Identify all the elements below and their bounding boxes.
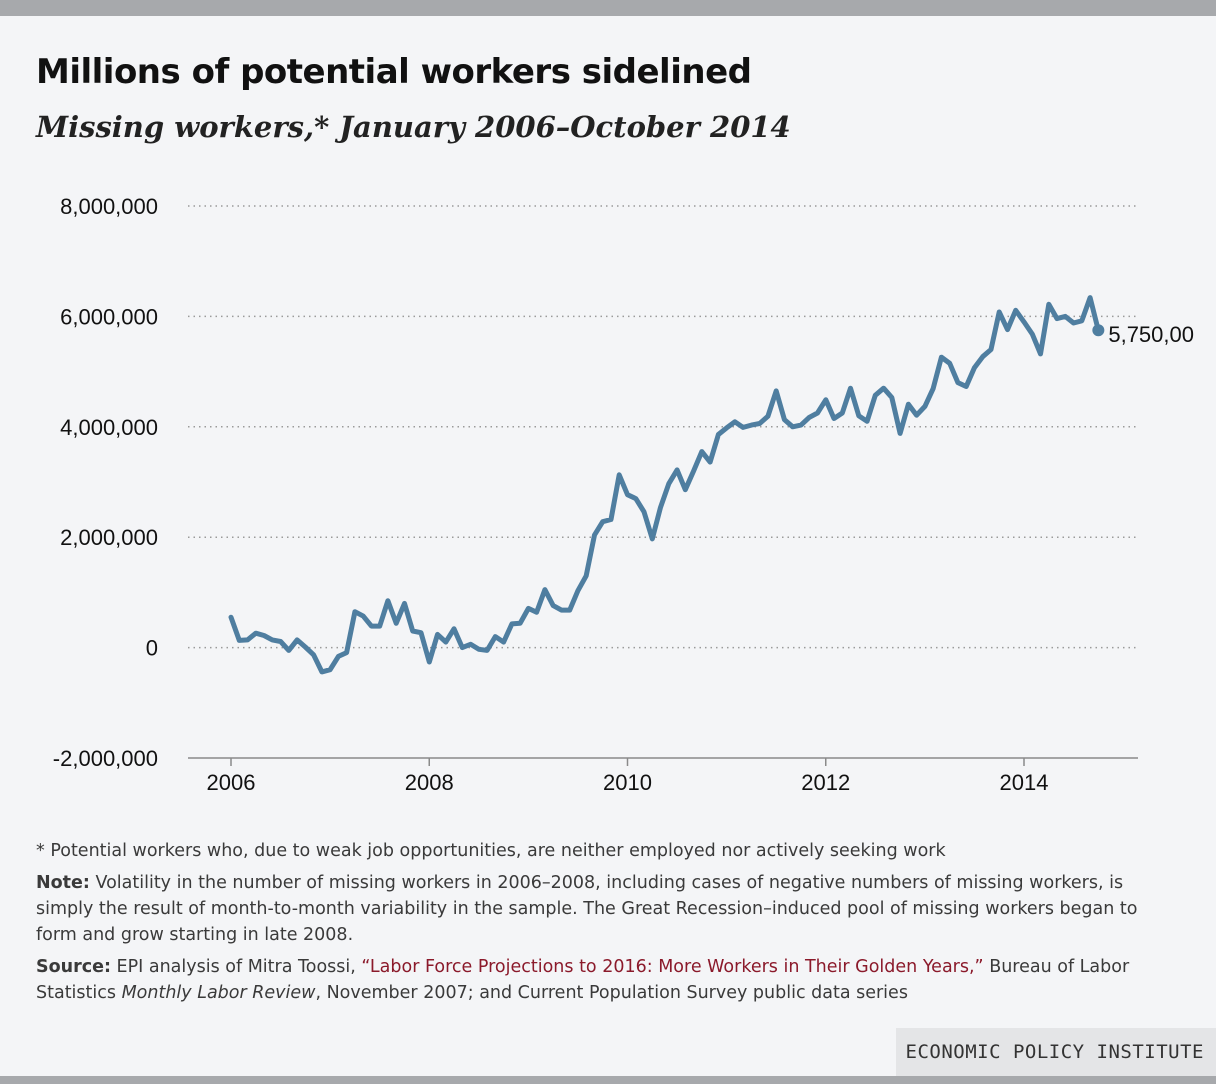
x-tick-label: 2008	[405, 770, 454, 795]
note-paragraph: Note: Volatility in the number of missin…	[36, 870, 1176, 948]
end-value-label: 5,750,00	[1108, 322, 1194, 347]
chart-title: Millions of potential workers sidelined	[36, 52, 752, 92]
chart-notes: * Potential workers who, due to weak job…	[36, 838, 1176, 1012]
source-mid: Bureau of Labor Statistics	[36, 957, 1130, 1003]
series-end-point	[1092, 324, 1105, 337]
note-text: Volatility in the number of missing work…	[36, 873, 1138, 945]
source-link[interactable]: “Labor Force Projections to 2016: More W…	[361, 957, 984, 977]
y-axis-ticks: -2,000,000 0 2,000,000 4,000,000 6,000,000 8,…	[53, 194, 158, 771]
source-lead: Source:	[36, 957, 111, 977]
series-group: 5,750,00	[228, 295, 1194, 675]
x-tick-label: 2014	[1000, 770, 1049, 795]
x-tick-label: 2012	[801, 770, 850, 795]
source-journal: Monthly Labor Review	[121, 983, 316, 1003]
gridlines	[188, 205, 1138, 649]
x-axis: 2006 2008 2010 2012 2014	[188, 757, 1138, 795]
line-chart: -2,000,000 0 2,000,000 4,000,000 6,000,000 8,…	[53, 194, 1194, 795]
y-tick-label: 2,000,000	[60, 525, 158, 550]
y-tick-label: -2,000,000	[53, 746, 158, 771]
brand-logo: ECONOMIC POLICY INSTITUTE	[896, 1028, 1216, 1076]
source-post: , November 2007; and Current Population …	[315, 983, 908, 1003]
y-tick-label: 4,000,000	[60, 415, 158, 440]
chart-subtitle: Missing workers,* January 2006–October 2…	[36, 110, 791, 144]
y-tick-label: 6,000,000	[60, 304, 158, 329]
y-tick-label: 8,000,000	[60, 194, 158, 219]
top-border-bar	[0, 0, 1216, 16]
series-line	[228, 295, 1101, 675]
source-pre: EPI analysis of Mitra Toossi,	[110, 957, 362, 977]
x-tick-label: 2010	[603, 770, 652, 795]
x-tick-label: 2006	[207, 770, 256, 795]
source-paragraph: Source: EPI analysis of Mitra Toossi, “L…	[36, 954, 1176, 1006]
bottom-border-bar	[0, 1076, 1216, 1084]
y-tick-label: 0	[146, 636, 158, 661]
note-lead: Note:	[36, 873, 90, 893]
footnote: * Potential workers who, due to weak job…	[36, 841, 946, 861]
